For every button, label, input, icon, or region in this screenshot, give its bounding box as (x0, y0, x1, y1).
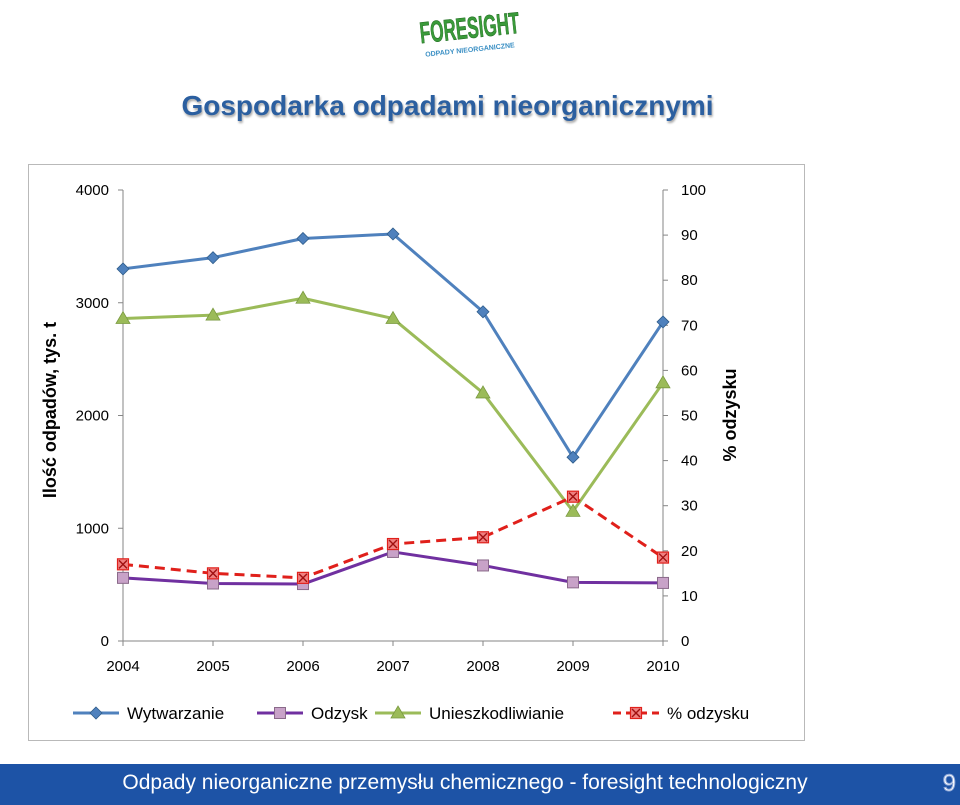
left-tick-label: 1000 (76, 520, 109, 537)
legend-label-odzysku: % odzysku (667, 704, 749, 723)
right-tick-label: 40 (681, 453, 698, 470)
data-point-unieszkodliwianie (385, 310, 401, 324)
legend-marker-odzysku-cross (631, 708, 641, 718)
data-point-odzysku-cross (208, 568, 218, 578)
data-point-odzysku-cross (298, 573, 308, 583)
right-tick-label: 80 (681, 272, 698, 289)
y2-axis-title: % odzysku (720, 368, 740, 461)
right-tick-label: 70 (681, 317, 698, 334)
right-tick-label: 10 (681, 588, 698, 605)
chart-frame: 0 1000 2000 3000 4000 0 10 20 30 40 50 60 70 80 90 100 2… (28, 164, 805, 741)
data-point-odzysku-cross (388, 539, 398, 549)
series-line-unieszkodliwianie (122, 296, 665, 513)
foresight-logo-graphic: FORESIGHT ODPADY NIEORGANICZNE (418, 7, 522, 59)
x-tick-label: 2005 (196, 658, 229, 675)
data-point-unieszkodliwianie (295, 290, 311, 304)
data-point-odzysku-cross (478, 532, 488, 542)
x-tick-label: 2006 (286, 658, 319, 675)
data-point-odzysk (207, 577, 219, 590)
data-point-odzysk (567, 576, 579, 589)
legend-marker-wytwarzanie (89, 706, 103, 720)
data-point-odzysku-cross (118, 559, 128, 569)
foresight-logo: FORESIGHT ODPADY NIEORGANICZNE (410, 2, 530, 59)
footer-text: Odpady nieorganiczne przemysłu chemiczne… (122, 771, 808, 794)
data-point-wytwarzanie (566, 450, 580, 464)
data-point-wytwarzanie (476, 305, 490, 319)
data-point-odzysku-cross (568, 492, 578, 502)
right-tick-label: 0 (681, 633, 689, 650)
series-line-wytwarzanie (122, 232, 665, 459)
legend-label-wytwarzanie: Wytwarzanie (127, 704, 224, 723)
legend-label-odzysk: Odzysk (311, 704, 368, 723)
data-point-unieszkodliwianie (475, 385, 491, 399)
left-tick-label: 2000 (76, 408, 109, 425)
data-point-unieszkodliwianie (115, 310, 131, 324)
series-line-odzysku (122, 495, 664, 580)
page-number: 9 (942, 770, 956, 798)
data-point-wytwarzanie (656, 315, 670, 329)
data-point-odzysk (657, 576, 669, 589)
right-tick-label: 30 (681, 498, 698, 515)
data-point-wytwarzanie (116, 262, 130, 276)
left-tick-label: 0 (101, 633, 109, 650)
legend-label-unieszkodliwianie: Unieszkodliwianie (429, 704, 564, 723)
data-point-odzysku-cross (658, 553, 668, 563)
legend-marker-unieszkodliwianie (390, 705, 406, 719)
data-point-wytwarzanie (296, 231, 310, 246)
right-tick-label: 50 (681, 408, 698, 425)
right-tick-label: 20 (681, 543, 698, 560)
y-axis-title: Ilość odpadów, tys. t (40, 322, 60, 498)
right-tick-label: 100 (681, 182, 706, 199)
right-tick-label: 60 (681, 362, 698, 379)
page-title: Gospodarka odpadami nieorganicznymi (181, 90, 714, 121)
data-point-unieszkodliwianie (565, 503, 581, 517)
data-point-unieszkodliwianie (205, 307, 221, 321)
data-point-odzysk (477, 559, 489, 572)
legend-marker-odzysk (274, 707, 286, 719)
data-point-wytwarzanie (206, 251, 220, 265)
x-tick-label: 2008 (466, 658, 499, 675)
data-point-odzysk (117, 571, 129, 584)
x-tick-label: 2007 (376, 658, 409, 675)
line-chart: 0 1000 2000 3000 4000 0 10 20 30 40 50 60 70 80 90 100 2… (40, 182, 749, 723)
x-tick-label: 2009 (556, 658, 589, 675)
footer-bar: Odpady nieorganiczne przemysłu chemiczne… (0, 764, 960, 805)
left-tick-label: 4000 (76, 182, 109, 199)
right-tick-label: 90 (681, 227, 698, 244)
x-tick-label: 2004 (106, 658, 139, 675)
data-point-wytwarzanie (386, 227, 400, 241)
left-tick-label: 3000 (76, 295, 109, 312)
x-tick-label: 2010 (646, 658, 679, 675)
data-point-unieszkodliwianie (655, 375, 671, 389)
